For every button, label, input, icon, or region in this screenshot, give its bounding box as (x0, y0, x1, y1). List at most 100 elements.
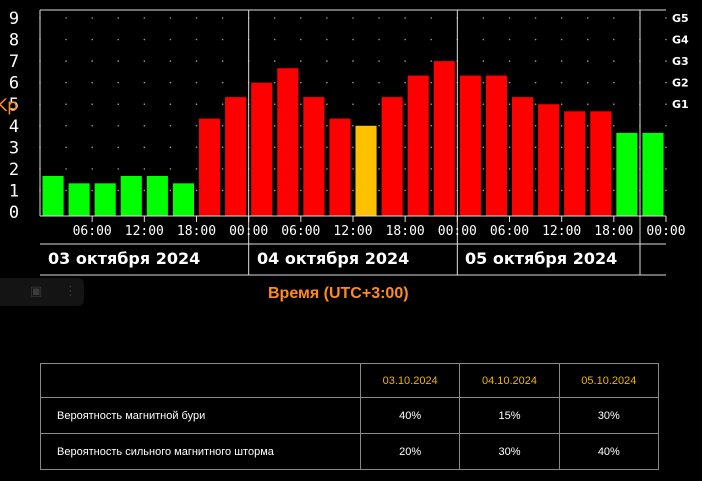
kp-bar (225, 97, 247, 216)
x-axis-title: Время (UTC+3:00) (268, 285, 409, 302)
grid-dot (482, 146, 485, 149)
grid-dot (221, 168, 224, 170)
table-header-cell: 04.10.2024 (459, 363, 560, 398)
grid-dot (613, 168, 615, 170)
grid-dot (665, 17, 667, 19)
grid-dot (326, 103, 328, 106)
grid-dot (508, 81, 511, 84)
grid-dot (91, 124, 93, 127)
grid-dot (91, 168, 93, 170)
g-scale-label: G4 (672, 34, 689, 47)
grid-dot (195, 38, 198, 41)
grid-dot (91, 103, 93, 106)
grid-dot (117, 124, 120, 127)
grid-dot (534, 189, 537, 192)
grid-dot (169, 168, 172, 170)
g-scale-label: G1 (672, 98, 689, 111)
grid-dot (378, 38, 380, 41)
grid-dot (273, 17, 276, 19)
grid-dot (430, 38, 433, 41)
grid-dot (326, 168, 328, 170)
table-header-cell: 03.10.2024 (359, 363, 461, 398)
kp-bar (642, 132, 664, 216)
table-row: Вероятность сильного магнитного шторма 2… (40, 433, 660, 470)
kp-bar (538, 104, 560, 216)
grid-dot (143, 81, 146, 84)
grid-dot (169, 17, 172, 19)
grid-dot (169, 124, 172, 127)
grid-dot (534, 17, 537, 19)
grid-dot (508, 103, 511, 106)
grid-dot (91, 146, 93, 149)
grid-dot (665, 60, 667, 62)
grid-dot (404, 168, 406, 170)
grid-dot (482, 189, 485, 192)
day-label-2: 04 октября 2024 (257, 249, 410, 268)
grid-dot (665, 168, 667, 170)
grid-dot (195, 17, 198, 19)
grid-dot (378, 146, 380, 149)
grid-dot (169, 146, 172, 149)
grid-dot (613, 60, 615, 62)
grid-dot (326, 146, 328, 149)
grid-dot (326, 17, 328, 19)
grid-dot (273, 168, 276, 170)
grid-dot (404, 146, 406, 149)
y-tick-label: 3 (9, 138, 19, 158)
grid-dot (143, 38, 146, 41)
grid-dot (117, 168, 120, 170)
grid-dot (91, 60, 93, 62)
grid-dot (404, 60, 406, 62)
camera-icon[interactable]: ▣ (30, 284, 43, 299)
grid-dot (143, 189, 146, 192)
grid-dot (430, 17, 433, 19)
kp-bar (329, 118, 351, 216)
kp-bar (172, 183, 194, 216)
grid-dot (143, 17, 146, 19)
kp-bar (512, 97, 534, 216)
grid-dot (508, 60, 511, 62)
grid-dot (65, 17, 67, 19)
grid-dot (613, 38, 615, 41)
grid-dot (378, 81, 380, 84)
grid-dot (117, 103, 120, 106)
grid-dot (65, 60, 67, 62)
grid-dot (586, 81, 589, 84)
x-tick-label: 00:00 (229, 224, 268, 239)
x-tick-label: 06:00 (281, 224, 320, 239)
grid-dot (195, 60, 198, 62)
grid-dot (534, 124, 537, 127)
grid-dot (221, 38, 224, 41)
grid-dot (195, 189, 198, 192)
grid-dot (195, 124, 198, 127)
grid-dot (586, 124, 589, 127)
grid-dot (560, 60, 563, 62)
grid-dot (117, 189, 120, 192)
grid-dot (352, 103, 354, 106)
g-scale-label: G5 (672, 12, 689, 25)
kp-bar (94, 183, 116, 216)
table-header-row: 03.10.2024 04.10.2024 05.10.2024 (40, 363, 660, 398)
kp-bar (355, 125, 377, 216)
grid-dot (404, 17, 406, 19)
grid-dot (352, 17, 354, 19)
more-icon[interactable]: ⋮ (64, 284, 77, 299)
grid-dot (326, 38, 328, 41)
grid-dot (352, 38, 354, 41)
grid-dot (221, 17, 224, 19)
grid-dot (221, 146, 224, 149)
grid-dot (65, 81, 67, 84)
grid-dot (534, 168, 537, 170)
grid-dot (195, 103, 198, 106)
grid-dot (378, 189, 380, 192)
x-tick-label: 12:00 (542, 224, 581, 239)
grid-dot (91, 38, 93, 41)
grid-dot (117, 60, 120, 62)
grid-dot (143, 146, 146, 149)
kp-bar (303, 97, 325, 216)
grid-dot (534, 81, 537, 84)
grid-dot (665, 103, 667, 106)
grid-dot (430, 146, 433, 149)
x-tick-label: 00:00 (438, 224, 477, 239)
